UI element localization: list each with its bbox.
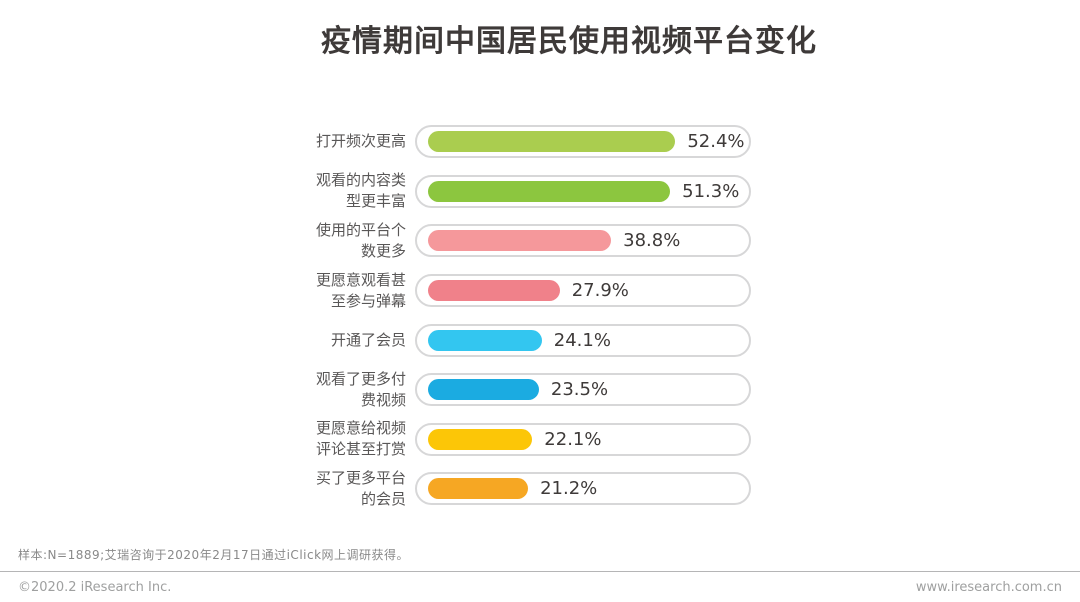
bar-fill xyxy=(428,379,539,401)
bar-value-label: 24.1% xyxy=(553,329,611,351)
bar-track: 24.1% xyxy=(415,323,751,357)
category-label: 开通了会员 xyxy=(330,330,406,349)
bar-value-label: 23.5% xyxy=(550,379,609,401)
chart-row: 买了更多平台的会员 21.2% xyxy=(312,464,751,514)
category-label: 观看的内容类型更丰富 xyxy=(315,171,406,211)
bar-fill xyxy=(428,428,533,450)
website-url: www.iresearch.com.cn xyxy=(915,580,1062,595)
category-label: 使用的平台个数更多 xyxy=(315,220,406,260)
sample-footnote: 样本:N=1889;艾瑞咨询于2020年2月17日通过iClick网上调研获得。 xyxy=(18,548,410,562)
category-label: 观看了更多付费视频 xyxy=(315,369,406,409)
bar-track: 51.3% xyxy=(415,174,751,208)
chart-row: 更愿意给视频评论甚至打赏 22.1% xyxy=(312,415,751,465)
bar-value-label: 38.8% xyxy=(623,230,681,252)
chart-title: 疫情期间中国居民使用视频平台变化 xyxy=(321,24,817,59)
bar-value-label: 51.3% xyxy=(682,180,740,202)
chart-row: 观看的内容类型更丰富 51.3% xyxy=(312,167,751,217)
bar-track: 52.4% xyxy=(415,125,751,159)
bar-value-label: 52.4% xyxy=(687,131,745,153)
chart-row: 开通了会员 24.1% xyxy=(312,315,751,365)
bar-fill xyxy=(428,280,560,302)
chart-row: 更愿意观看甚至参与弹幕 27.9% xyxy=(312,266,751,316)
bar-track: 23.5% xyxy=(415,373,751,407)
bar-track: 22.1% xyxy=(415,422,751,456)
category-label: 更愿意给视频评论甚至打赏 xyxy=(315,419,406,459)
category-label: 买了更多平台的会员 xyxy=(315,468,406,508)
bar-chart: 打开频次更高 52.4% 观看的内容类型更丰富 51.3% 使用的平台个数更多 38.8%… xyxy=(312,117,751,514)
bar-value-label: 27.9% xyxy=(571,280,629,302)
bar-fill xyxy=(428,329,542,351)
copyright-text: ©2020.2 iResearch Inc. xyxy=(18,580,172,595)
bar-fill xyxy=(428,131,676,153)
bar-value-label: 22.1% xyxy=(544,428,602,450)
footer-divider xyxy=(0,571,1080,572)
bar-value-label: 21.2% xyxy=(540,478,598,500)
bar-track: 27.9% xyxy=(415,274,751,308)
chart-row: 观看了更多付费视频 23.5% xyxy=(312,365,751,415)
bar-fill xyxy=(428,478,529,500)
chart-row: 使用的平台个数更多 38.8% xyxy=(312,216,751,266)
bar-track: 38.8% xyxy=(415,224,751,258)
bar-fill xyxy=(428,230,612,252)
category-label: 打开频次更高 xyxy=(315,132,406,151)
chart-row: 打开频次更高 52.4% xyxy=(312,117,751,167)
bar-track: 21.2% xyxy=(415,472,751,506)
bar-fill xyxy=(428,180,671,202)
category-label: 更愿意观看甚至参与弹幕 xyxy=(315,270,406,310)
